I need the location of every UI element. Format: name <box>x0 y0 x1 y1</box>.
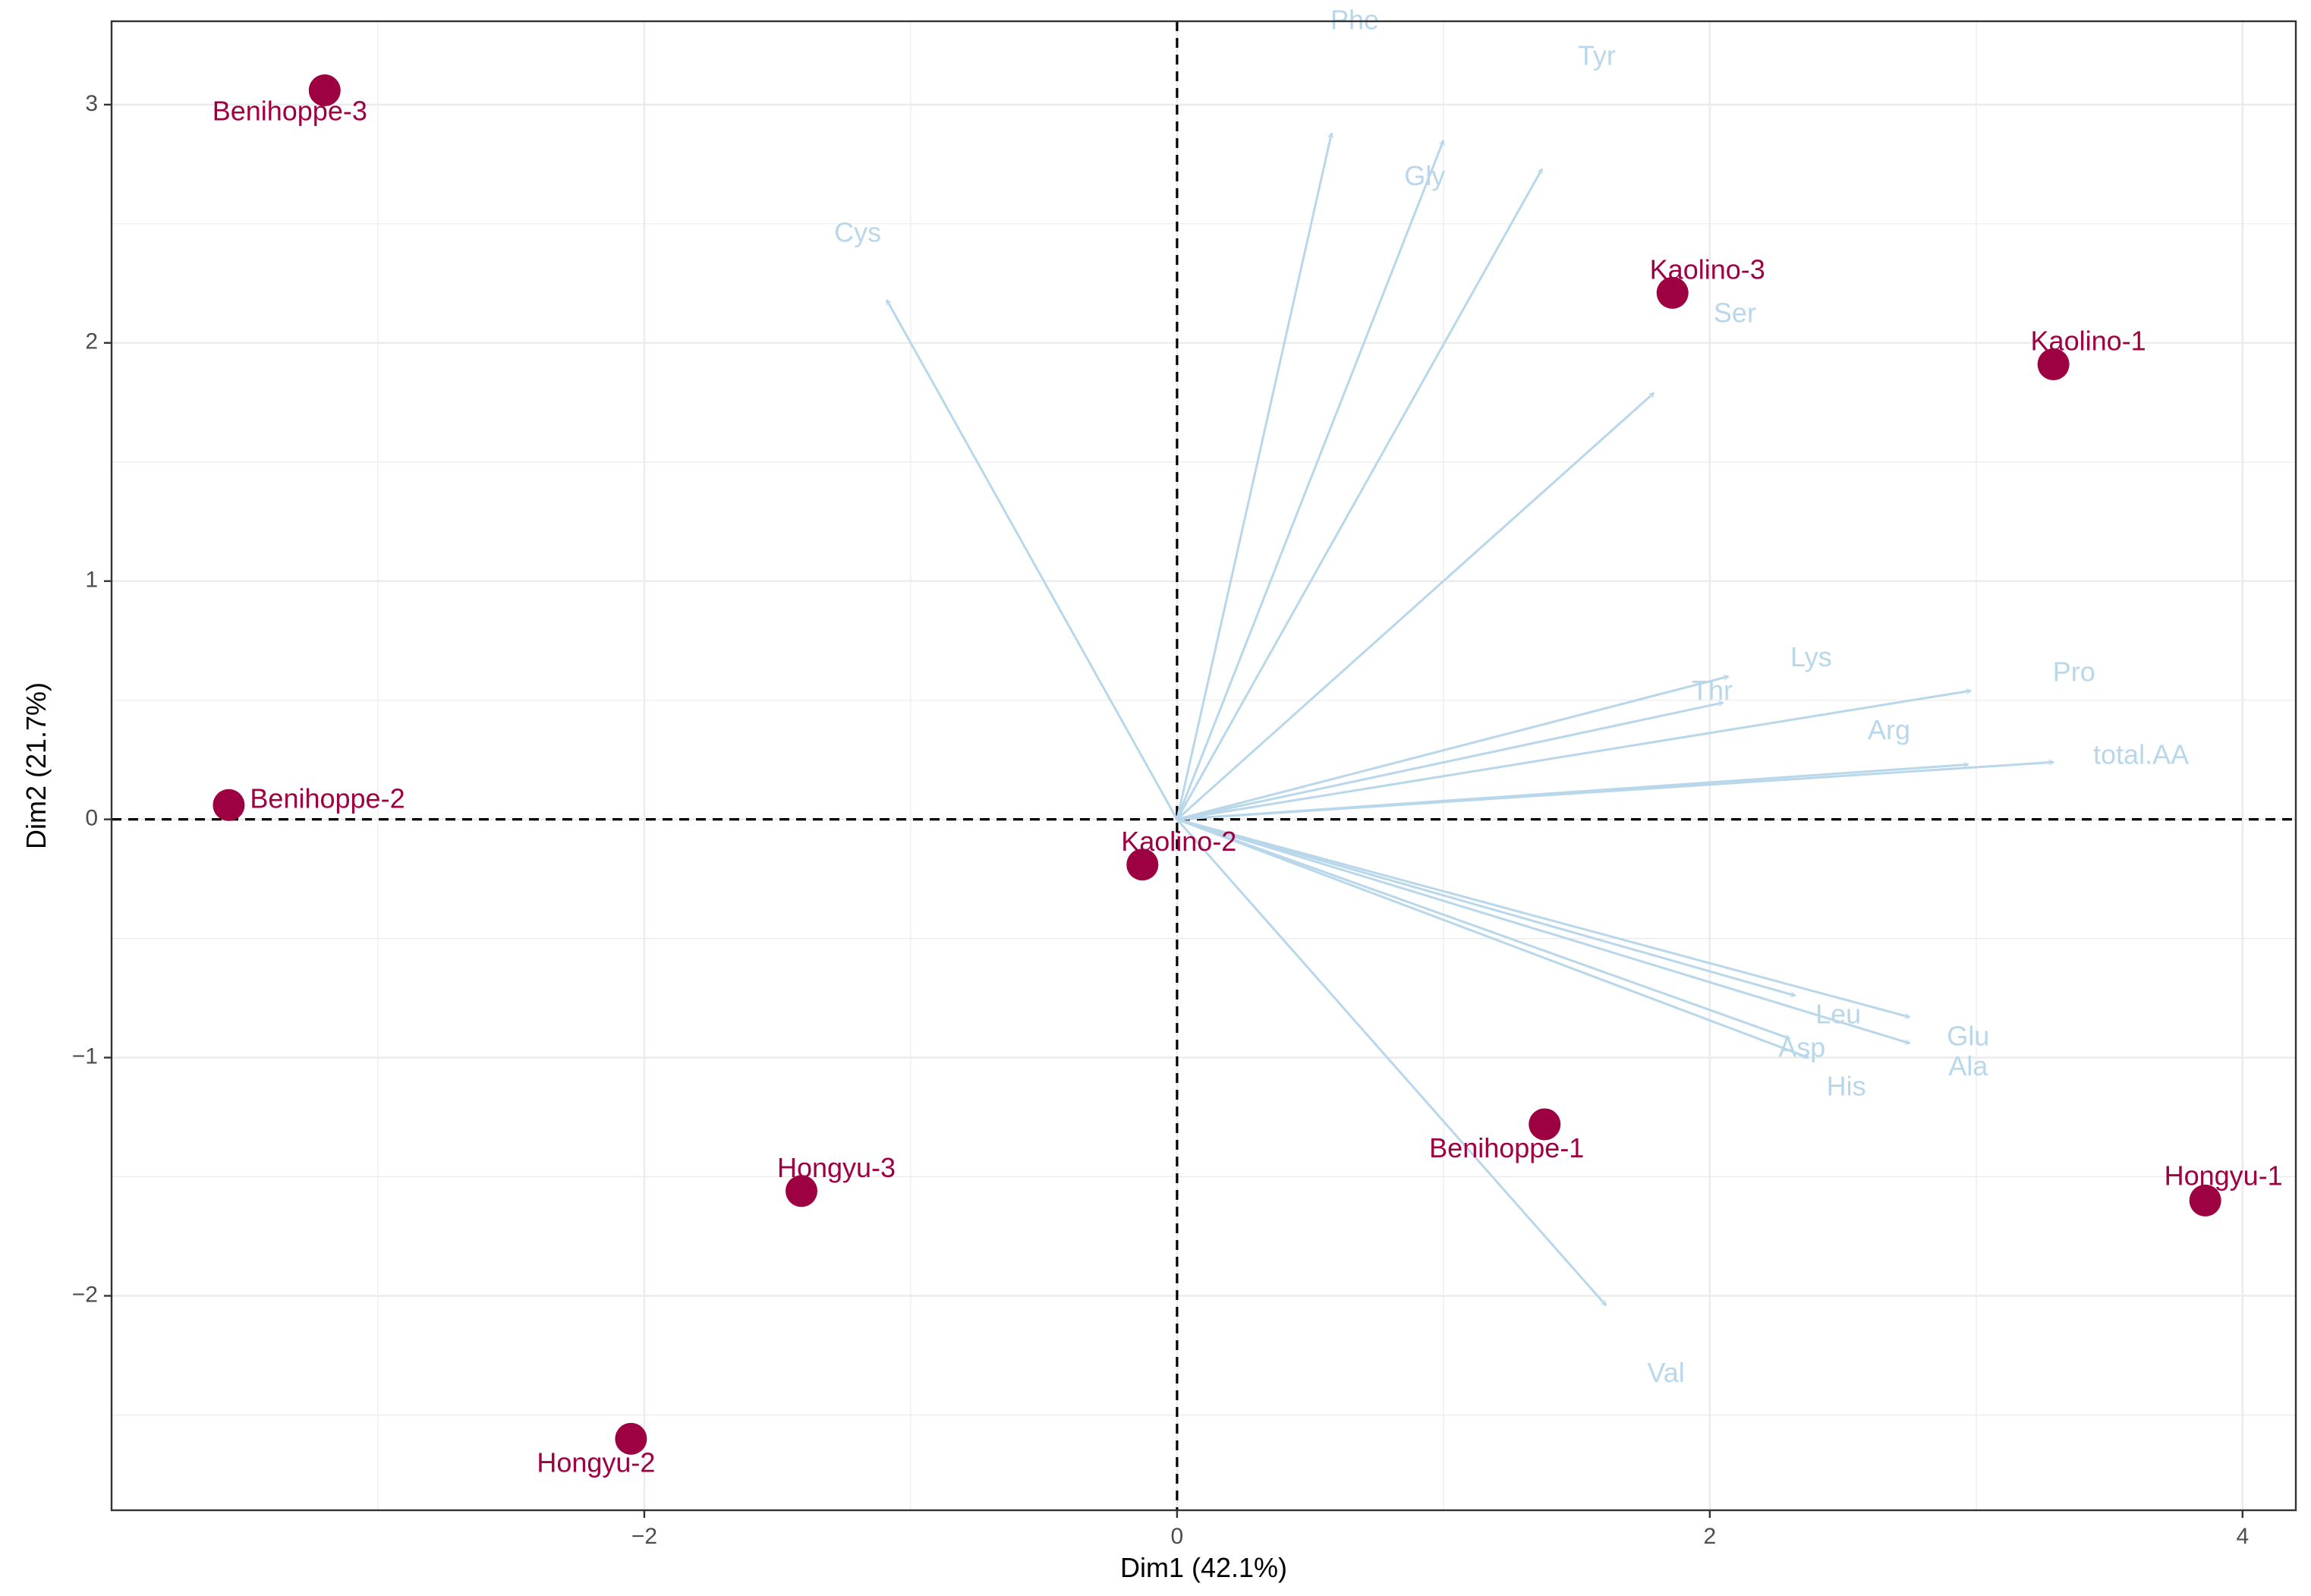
variable-label-phe: Phe <box>1330 5 1379 36</box>
individual-label-hongyu-3: Hongyu-3 <box>777 1152 896 1183</box>
variable-label-gly: Gly <box>1404 160 1445 191</box>
individual-point-kaolino-1 <box>2037 348 2070 381</box>
variable-arrow-ser <box>1176 393 1654 820</box>
variable-label-his: His <box>1827 1071 1866 1102</box>
y-axis-title: Dim2 (21.7%) <box>20 682 52 849</box>
plot-panel-background <box>112 21 2296 1510</box>
plot-frame-layer <box>104 20 2297 1518</box>
individual-point-benihoppe-1 <box>1529 1108 1561 1141</box>
x-tick-label: −2 <box>631 1524 657 1549</box>
variable-arrow-leu <box>1176 818 1795 996</box>
individual-point-benihoppe-2 <box>213 789 245 821</box>
individual-label-benihoppe-3: Benihoppe-3 <box>213 96 367 127</box>
y-tick-label: 2 <box>85 329 98 354</box>
y-tick-label: −1 <box>72 1044 98 1069</box>
variable-label-cys: Cys <box>834 216 881 247</box>
variable-arrow-val <box>1176 818 1606 1305</box>
variable-arrow-ala <box>1176 818 1910 1044</box>
variable-label-arg: Arg <box>1868 714 1910 745</box>
axes-layer: Dim1 (42.1%) Dim2 (21.7%) −2 0 2 4 −2 −1 0 1 2 3 <box>20 91 2249 1583</box>
variable-arrow-phe <box>1176 134 1332 820</box>
individual-point-benihoppe-3 <box>308 74 341 107</box>
variable-label-glu: Glu <box>1947 1021 1989 1052</box>
y-tick-label: 1 <box>85 568 98 593</box>
individual-label-hongyu-1: Hongyu-1 <box>2165 1160 2283 1191</box>
individual-point-hongyu-1 <box>2189 1184 2221 1217</box>
variable-label-asp: Asp <box>1778 1032 1825 1063</box>
y-tick-label: 3 <box>85 91 98 116</box>
variable-label-leu: Leu <box>1815 999 1861 1030</box>
variable-label-tyr: Tyr <box>1578 40 1616 71</box>
y-tick-label: 0 <box>85 806 98 831</box>
x-axis-title: Dim1 (42.1%) <box>1120 1552 1287 1583</box>
individual-point-kaolino-3 <box>1656 276 1689 309</box>
variable-arrows-layer: Phe Gly Tyr Cys Ser Lys Thr Pro total.AA Arg Leu Gl… <box>834 5 2189 1388</box>
variable-label-total-aa: total.AA <box>2093 738 2189 770</box>
variable-arrow-gly <box>1176 140 1444 820</box>
variable-arrow-asp <box>1176 818 1790 1039</box>
variable-arrow-thr <box>1176 703 1723 821</box>
variable-arrow-tyr <box>1176 169 1544 820</box>
variable-label-lys: Lys <box>1790 641 1832 672</box>
variable-label-thr: Thr <box>1692 675 1733 706</box>
individual-label-benihoppe-2: Benihoppe-2 <box>250 782 405 814</box>
variable-arrow-pro <box>1176 691 1971 821</box>
individual-point-hongyu-3 <box>786 1175 818 1207</box>
individual-label-benihoppe-1: Benihoppe-1 <box>1429 1132 1584 1163</box>
variable-label-val: Val <box>1647 1357 1684 1388</box>
variable-label-ser: Ser <box>1714 297 1756 329</box>
individual-label-kaolino-3: Kaolino-3 <box>1650 253 1765 285</box>
reference-lines-layer <box>112 21 2296 1510</box>
x-tick-label: 0 <box>1171 1524 1184 1549</box>
variable-label-ala: Ala <box>1948 1050 1988 1081</box>
individual-label-kaolino-1: Kaolino-1 <box>2031 326 2146 357</box>
variable-label-pro: Pro <box>2053 656 2095 688</box>
individual-point-hongyu-2 <box>615 1422 647 1455</box>
individual-label-kaolino-2: Kaolino-2 <box>1121 826 1236 857</box>
variable-arrow-arg <box>1176 764 1968 821</box>
individual-point-kaolino-2 <box>1126 848 1159 881</box>
individual-points-layer: Benihoppe-3 Benihoppe-2 Benihoppe-1 Kaolino… <box>213 74 2283 1478</box>
x-tick-label: 4 <box>2236 1524 2249 1549</box>
y-tick-label: −2 <box>72 1282 98 1307</box>
variable-arrow-lys <box>1176 676 1729 821</box>
variable-arrow-his <box>1176 818 1809 1058</box>
plot-panel-border <box>110 20 2297 1512</box>
variable-arrow-cys <box>886 300 1179 820</box>
grid-layer <box>112 21 2296 1510</box>
x-tick-label: 2 <box>1704 1524 1717 1549</box>
variable-arrow-glu <box>1176 818 1910 1018</box>
individual-label-hongyu-2: Hongyu-2 <box>537 1446 655 1478</box>
